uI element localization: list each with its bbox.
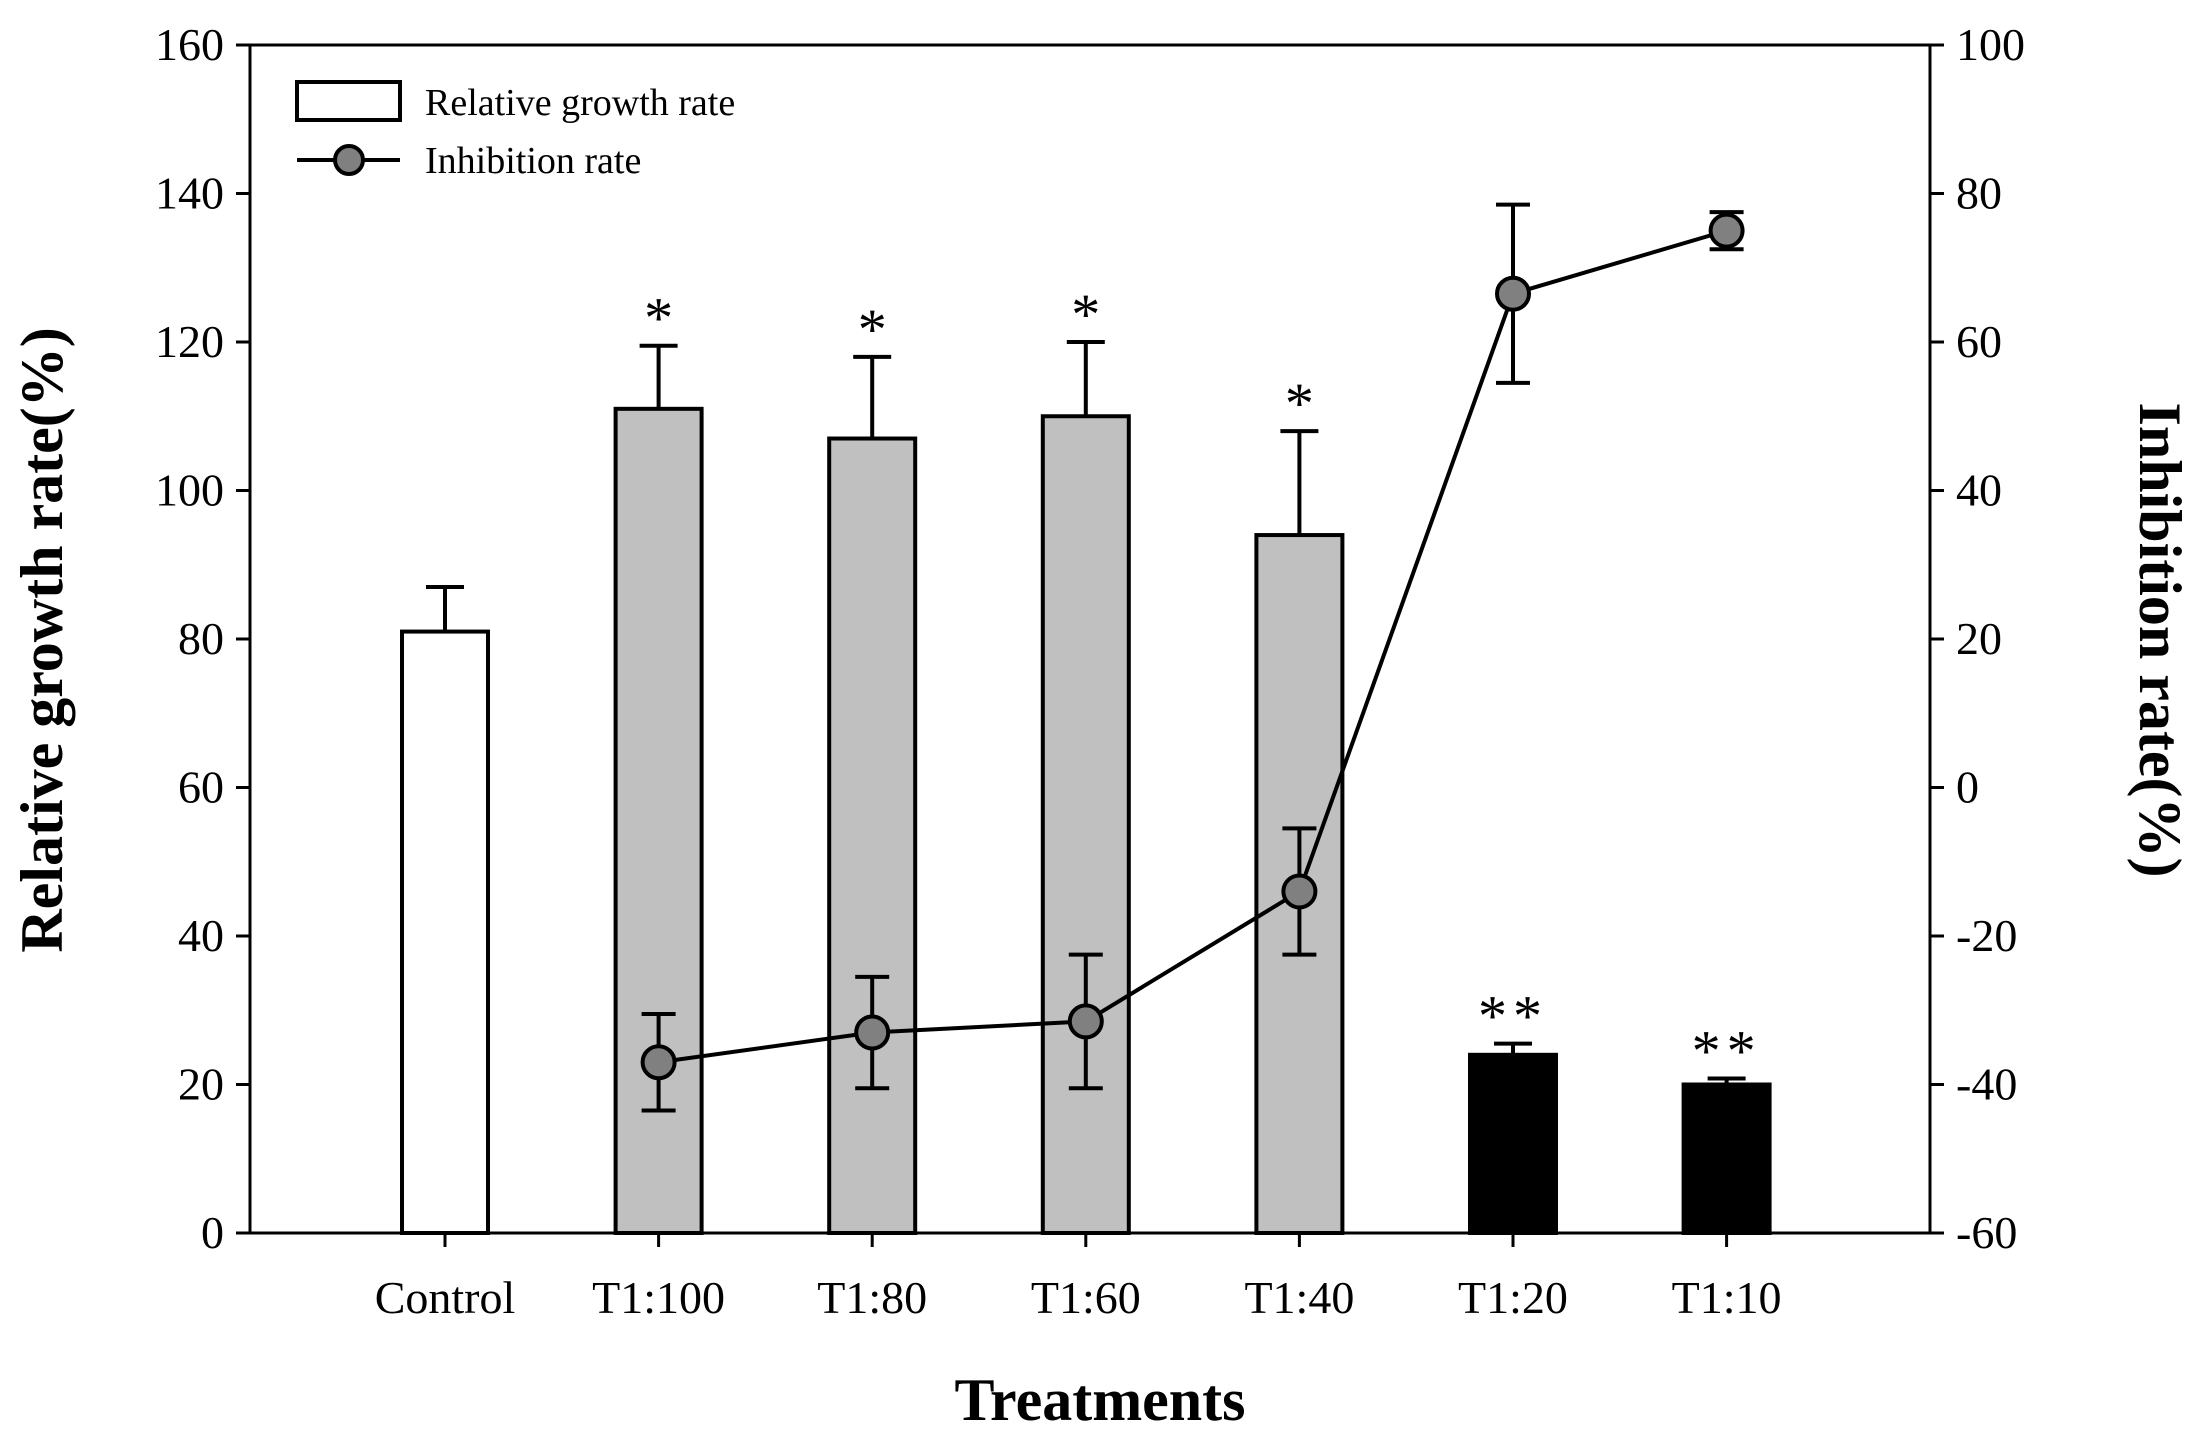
y-right-tick-label: 100 — [1956, 19, 2025, 70]
legend-label: Relative growth rate — [425, 82, 735, 124]
line-series — [640, 202, 1745, 1113]
significance-label: * — [644, 286, 673, 351]
y-left-tick-label: 100 — [155, 465, 224, 516]
legend-marker-swatch — [333, 144, 365, 176]
bar — [400, 629, 490, 1235]
inhibition-line — [658, 228, 1728, 1065]
y-left-tick-label: 160 — [155, 19, 224, 70]
legend-label: Inhibition rate — [425, 140, 641, 182]
bar-series: * * ****** — [400, 282, 1772, 1236]
y-left-tick-label: 120 — [155, 316, 224, 367]
x-tick-label: T1:10 — [1672, 1272, 1782, 1323]
bar — [1681, 1082, 1772, 1235]
legend-bar-swatch — [295, 80, 402, 122]
inhibition-point — [640, 1044, 677, 1081]
x-tick-label: T1:20 — [1458, 1272, 1568, 1323]
y-left-tick-label: 140 — [155, 168, 224, 219]
y-right-tick-label: 40 — [1956, 465, 2002, 516]
y-right-tick-label: 60 — [1956, 316, 2002, 367]
y-left-axis-title: Relative growth rate(%) — [9, 327, 75, 952]
significance-label: ** — [1692, 1019, 1762, 1084]
y-left-tick-label: 0 — [201, 1207, 224, 1258]
inhibition-point — [1495, 275, 1531, 312]
inhibition-point — [1281, 873, 1318, 910]
left-axis-ticks: 0 20 40 60 80 100 120 140 160 — [155, 19, 250, 1258]
inhibition-point — [854, 1014, 891, 1051]
right-axis-ticks: -60 -40 -20 0 20 40 60 80 100 — [1930, 19, 2025, 1258]
y-right-tick-label: 20 — [1956, 613, 2002, 664]
y-left-tick-label: 40 — [178, 910, 224, 961]
significance-label: ** — [1478, 984, 1548, 1049]
y-right-axis-title: Inhibition rate(%) — [2127, 402, 2190, 877]
x-axis-title: Treatments — [954, 1367, 1245, 1433]
inhibition-point — [1708, 212, 1745, 249]
y-left-tick-label: 80 — [178, 613, 224, 664]
x-tick-label: T1:60 — [1031, 1272, 1141, 1323]
x-tick-label: T1:100 — [592, 1272, 725, 1323]
significance-label: * — [1285, 371, 1314, 436]
bar — [1040, 414, 1131, 1235]
significance-label: * — [1071, 282, 1100, 347]
significance-label: * — [858, 297, 887, 362]
x-tick-label: T1:80 — [817, 1272, 927, 1323]
y-right-tick-label: 80 — [1956, 168, 2002, 219]
y-left-tick-label: 60 — [178, 762, 224, 813]
x-tick-label: T1:40 — [1244, 1272, 1354, 1323]
legend: Relative growth rate Inhibition rate — [295, 80, 735, 182]
bar — [1468, 1052, 1558, 1236]
x-axis-ticks: Control T1:100 T1:80 T1:60 T1:40 T1:20 T1:10 — [375, 1233, 1782, 1323]
y-right-tick-label: -40 — [1956, 1059, 2017, 1110]
y-left-tick-label: 20 — [178, 1059, 224, 1110]
bar — [827, 436, 918, 1235]
y-right-tick-label: 0 — [1956, 762, 1979, 813]
y-right-tick-label: -60 — [1956, 1207, 2017, 1258]
x-tick-label: Control — [375, 1272, 516, 1323]
inhibition-point — [1067, 1003, 1104, 1040]
y-right-tick-label: -20 — [1956, 910, 2017, 961]
